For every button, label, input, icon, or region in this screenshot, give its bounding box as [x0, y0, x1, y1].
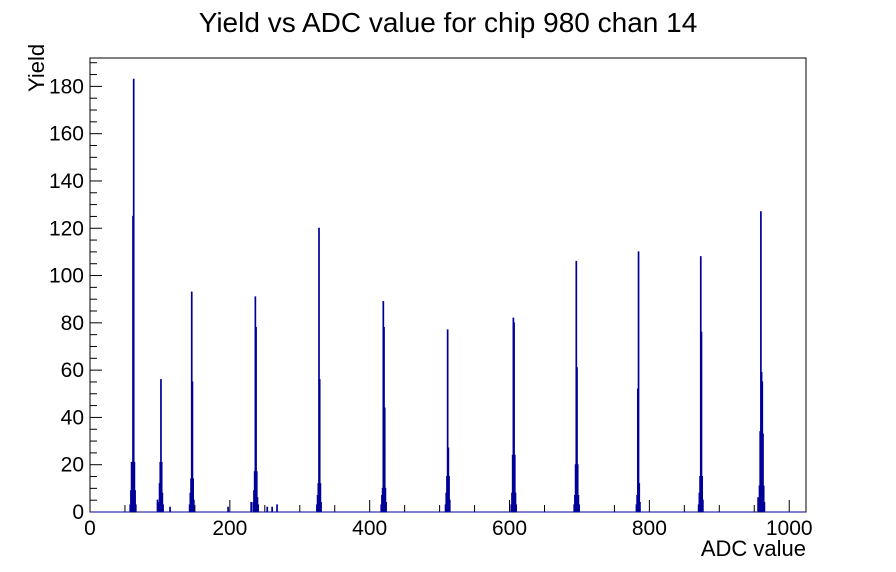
x-axis-tick-label: 0 [84, 517, 96, 540]
y-axis-tick-label: 60 [61, 359, 84, 382]
y-axis-tick-label: 40 [61, 406, 84, 429]
x-axis-title: ADC value [700, 536, 806, 561]
x-axis-tick-label: 200 [212, 517, 247, 540]
y-axis-tick-label: 80 [61, 312, 84, 335]
x-axis-tick-label: 1000 [766, 517, 813, 540]
y-axis-tick-label: 120 [49, 217, 84, 240]
x-axis-tick-label: 600 [492, 517, 527, 540]
y-axis-tick-label: 0 [72, 501, 84, 524]
x-axis-tick-label: 400 [352, 517, 387, 540]
y-axis-tick-label: 180 [49, 75, 84, 98]
chart-title: Yield vs ADC value for chip 980 chan 14 [198, 7, 698, 38]
histogram-line [90, 78, 806, 513]
y-axis-tick-label: 100 [49, 265, 84, 288]
y-axis-tick-label: 20 [61, 454, 84, 477]
y-axis-tick-label: 160 [49, 123, 84, 146]
x-axis-tick-label: 800 [632, 517, 667, 540]
y-axis-tick-label: 140 [49, 170, 84, 193]
